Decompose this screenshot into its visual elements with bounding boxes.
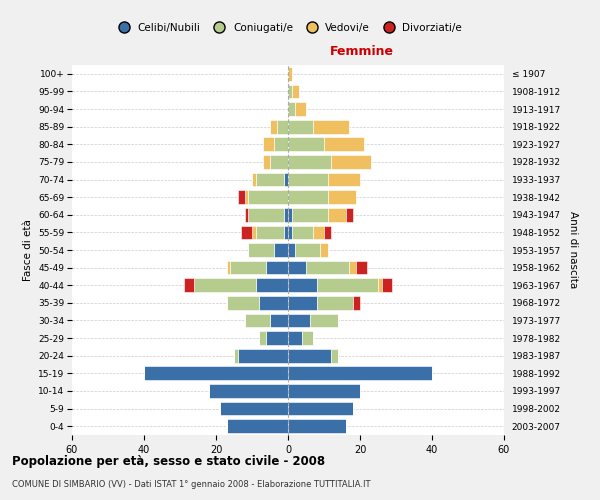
Bar: [256, 226, 284, 239]
Bar: [349, 260, 356, 274]
Bar: [331, 155, 371, 169]
Bar: [324, 138, 364, 151]
Bar: [234, 349, 238, 362]
Bar: [313, 226, 324, 239]
Y-axis label: Fasce di età: Fasce di età: [23, 219, 32, 281]
Bar: [288, 155, 331, 169]
Bar: [288, 172, 328, 186]
Bar: [277, 120, 288, 134]
Bar: [248, 243, 274, 257]
Bar: [328, 208, 346, 222]
Bar: [288, 402, 353, 415]
Bar: [284, 208, 288, 222]
Bar: [144, 366, 288, 380]
Bar: [292, 226, 313, 239]
Bar: [274, 138, 288, 151]
Bar: [284, 226, 288, 239]
Bar: [270, 155, 288, 169]
Bar: [241, 226, 252, 239]
Bar: [220, 402, 288, 415]
Bar: [288, 278, 317, 292]
Bar: [331, 349, 338, 362]
Bar: [284, 172, 288, 186]
Bar: [295, 243, 320, 257]
Bar: [252, 172, 256, 186]
Bar: [306, 260, 349, 274]
Bar: [227, 260, 230, 274]
Bar: [356, 260, 367, 274]
Bar: [288, 384, 360, 398]
Bar: [317, 278, 378, 292]
Bar: [227, 296, 259, 310]
Bar: [288, 296, 317, 310]
Bar: [270, 314, 288, 328]
Bar: [256, 278, 288, 292]
Bar: [259, 296, 288, 310]
Bar: [313, 120, 349, 134]
Bar: [288, 226, 292, 239]
Bar: [252, 226, 256, 239]
Bar: [245, 314, 270, 328]
Bar: [230, 260, 266, 274]
Y-axis label: Anni di nascita: Anni di nascita: [568, 212, 578, 288]
Bar: [263, 155, 270, 169]
Bar: [288, 208, 292, 222]
Bar: [288, 102, 295, 116]
Bar: [238, 349, 288, 362]
Bar: [209, 384, 288, 398]
Bar: [248, 190, 288, 204]
Text: Femmine: Femmine: [329, 44, 394, 58]
Text: Popolazione per età, sesso e stato civile - 2008: Popolazione per età, sesso e stato civil…: [12, 455, 325, 468]
Bar: [248, 208, 284, 222]
Bar: [238, 190, 245, 204]
Bar: [256, 172, 284, 186]
Bar: [288, 331, 302, 345]
Bar: [245, 190, 248, 204]
Bar: [270, 120, 277, 134]
Bar: [295, 102, 306, 116]
Bar: [302, 331, 313, 345]
Bar: [263, 138, 274, 151]
Bar: [288, 84, 292, 98]
Bar: [288, 349, 331, 362]
Bar: [310, 314, 338, 328]
Bar: [288, 420, 346, 433]
Bar: [328, 172, 360, 186]
Bar: [245, 208, 248, 222]
Bar: [266, 260, 288, 274]
Bar: [288, 260, 306, 274]
Bar: [317, 296, 353, 310]
Bar: [353, 296, 360, 310]
Bar: [194, 278, 256, 292]
Bar: [259, 331, 266, 345]
Bar: [266, 331, 288, 345]
Legend: Celibi/Nubili, Coniugati/e, Vedovi/e, Divorziati/e: Celibi/Nubili, Coniugati/e, Vedovi/e, Di…: [110, 18, 466, 36]
Bar: [382, 278, 392, 292]
Bar: [288, 366, 432, 380]
Bar: [328, 190, 356, 204]
Bar: [227, 420, 288, 433]
Bar: [320, 243, 328, 257]
Bar: [324, 226, 331, 239]
Bar: [288, 314, 310, 328]
Bar: [346, 208, 353, 222]
Bar: [288, 190, 328, 204]
Bar: [274, 243, 288, 257]
Bar: [292, 208, 328, 222]
Bar: [184, 278, 194, 292]
Bar: [288, 67, 292, 80]
Bar: [378, 278, 382, 292]
Text: COMUNE DI SIMBARIO (VV) - Dati ISTAT 1° gennaio 2008 - Elaborazione TUTTITALIA.I: COMUNE DI SIMBARIO (VV) - Dati ISTAT 1° …: [12, 480, 371, 489]
Bar: [288, 120, 313, 134]
Bar: [292, 84, 299, 98]
Bar: [288, 138, 324, 151]
Bar: [288, 243, 295, 257]
